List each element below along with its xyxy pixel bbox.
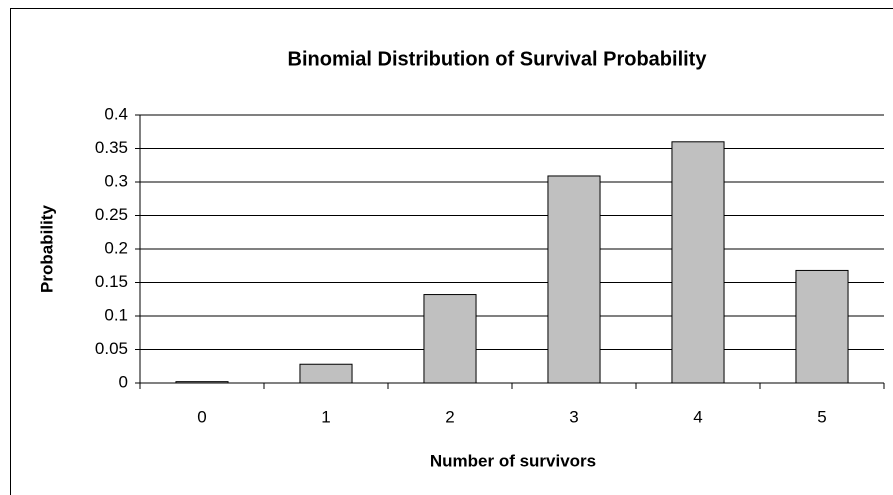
y-tick-label: 0.05 [95, 339, 128, 358]
x-axis-title: Number of survivors [430, 451, 596, 470]
bar [299, 363, 353, 384]
y-tick-label: 0 [119, 372, 128, 391]
y-tick-label: 0.2 [104, 238, 128, 257]
x-tick-label: 0 [197, 407, 206, 426]
y-tick-label: 0.15 [95, 272, 128, 291]
x-tick-label: 5 [817, 407, 826, 426]
bar [423, 294, 477, 384]
x-tick-label: 4 [693, 407, 702, 426]
y-axis-title: Probability [37, 205, 56, 293]
y-tick-label: 0.35 [95, 138, 128, 157]
y-tick-label: 0.25 [95, 205, 128, 224]
x-tick-label: 2 [445, 407, 454, 426]
bar [795, 269, 849, 384]
y-tick-label: 0.3 [104, 171, 128, 190]
chart-border [10, 8, 893, 495]
y-tick-label: 0.1 [104, 305, 128, 324]
bar [175, 381, 229, 384]
chart-title: Binomial Distribution of Survival Probab… [288, 48, 708, 70]
bar [671, 141, 725, 384]
bar [547, 175, 601, 384]
x-tick-label: 3 [569, 407, 578, 426]
y-tick-label: 0.4 [104, 104, 128, 123]
x-tick-label: 1 [321, 407, 330, 426]
